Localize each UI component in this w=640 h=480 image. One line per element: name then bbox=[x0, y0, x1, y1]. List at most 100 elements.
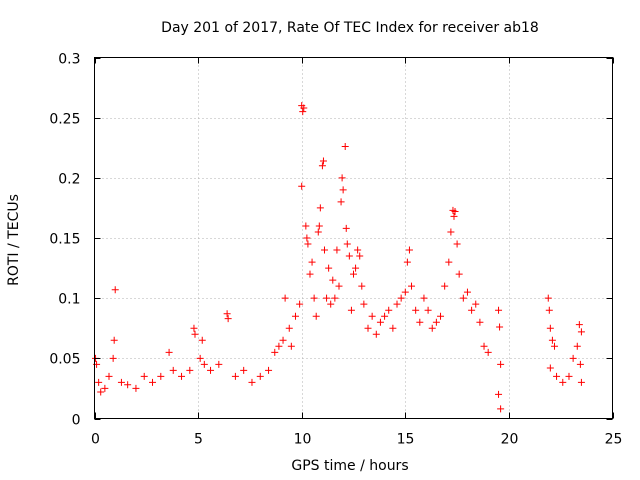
data-point bbox=[291, 312, 299, 320]
data-point bbox=[550, 342, 558, 350]
x-tick-label: 25 bbox=[605, 432, 623, 448]
data-point bbox=[223, 310, 231, 318]
data-points bbox=[92, 102, 585, 413]
data-point bbox=[303, 234, 311, 242]
data-point bbox=[265, 366, 273, 374]
data-point bbox=[437, 312, 445, 320]
data-point bbox=[576, 360, 584, 368]
data-point bbox=[323, 294, 331, 302]
data-point bbox=[577, 328, 585, 336]
data-point bbox=[338, 174, 346, 182]
data-point bbox=[376, 318, 384, 326]
x-tick-label: 15 bbox=[397, 432, 415, 448]
x-axis-label: GPS time / hours bbox=[291, 458, 408, 474]
data-point bbox=[354, 246, 362, 254]
data-point bbox=[468, 306, 476, 314]
y-tick-label: 0.2 bbox=[58, 172, 80, 188]
x-tick-label: 0 bbox=[91, 432, 100, 448]
data-point bbox=[310, 294, 318, 302]
chart-title: Day 201 of 2017, Rate Of TEC Index for r… bbox=[161, 20, 539, 36]
data-point bbox=[497, 360, 505, 368]
data-point bbox=[296, 300, 304, 308]
data-point bbox=[111, 286, 119, 294]
data-point bbox=[149, 378, 157, 386]
data-point bbox=[341, 143, 349, 151]
data-point bbox=[186, 366, 194, 374]
y-tick-label: 0 bbox=[72, 413, 81, 429]
data-point bbox=[546, 324, 554, 332]
data-point bbox=[405, 246, 413, 254]
data-point bbox=[445, 258, 453, 266]
data-point bbox=[360, 300, 368, 308]
data-point bbox=[132, 384, 140, 392]
data-point bbox=[312, 312, 320, 320]
data-point bbox=[368, 312, 376, 320]
data-point bbox=[300, 104, 308, 112]
data-point bbox=[463, 288, 471, 296]
data-point bbox=[231, 372, 239, 380]
data-point bbox=[342, 224, 350, 232]
data-point bbox=[304, 240, 312, 248]
data-point bbox=[496, 323, 504, 331]
x-tick-labels: 0 5 10 15 20 25 bbox=[91, 432, 622, 448]
data-point bbox=[432, 318, 440, 326]
data-point bbox=[319, 157, 327, 165]
data-point bbox=[401, 288, 409, 296]
data-point bbox=[299, 108, 307, 116]
data-point bbox=[347, 306, 355, 314]
data-point bbox=[393, 300, 401, 308]
data-point bbox=[105, 372, 113, 380]
y-tick-labels: 0 0.05 0.1 0.15 0.2 0.25 0.3 bbox=[49, 52, 80, 429]
data-point bbox=[339, 186, 347, 194]
data-point bbox=[327, 300, 335, 308]
data-point bbox=[279, 336, 287, 344]
data-point bbox=[416, 318, 424, 326]
data-point bbox=[450, 212, 458, 220]
data-point bbox=[200, 360, 208, 368]
data-point bbox=[356, 252, 364, 260]
data-point bbox=[345, 252, 353, 260]
data-point bbox=[110, 336, 118, 344]
data-point bbox=[331, 294, 339, 302]
data-point bbox=[575, 321, 583, 329]
data-point bbox=[281, 294, 289, 302]
data-point bbox=[320, 246, 328, 254]
data-point bbox=[140, 372, 148, 380]
x-tick-label: 5 bbox=[194, 432, 203, 448]
data-point bbox=[306, 270, 314, 278]
data-point bbox=[364, 324, 372, 332]
data-point bbox=[497, 405, 505, 413]
y-tick-label: 0.15 bbox=[49, 232, 80, 248]
data-point bbox=[495, 390, 503, 398]
data-point bbox=[548, 336, 556, 344]
data-point bbox=[178, 372, 186, 380]
data-point bbox=[275, 342, 283, 350]
data-point bbox=[453, 240, 461, 248]
data-point bbox=[559, 378, 567, 386]
data-point bbox=[298, 182, 306, 190]
data-point bbox=[389, 324, 397, 332]
data-point bbox=[316, 204, 324, 212]
data-point bbox=[403, 258, 411, 266]
data-point bbox=[308, 258, 316, 266]
data-point bbox=[335, 282, 343, 290]
data-point bbox=[546, 364, 554, 372]
data-point bbox=[412, 306, 420, 314]
data-point bbox=[224, 315, 232, 323]
data-point bbox=[408, 282, 416, 290]
data-point bbox=[215, 360, 223, 368]
data-point bbox=[248, 378, 256, 386]
data-point bbox=[480, 342, 488, 350]
data-point bbox=[472, 300, 480, 308]
data-point bbox=[314, 228, 322, 236]
data-point bbox=[256, 372, 264, 380]
data-point bbox=[455, 270, 463, 278]
data-point bbox=[157, 372, 165, 380]
data-point bbox=[476, 318, 484, 326]
y-tick-label: 0.1 bbox=[58, 292, 80, 308]
data-point bbox=[109, 354, 117, 362]
y-axis-label: ROTI / TECUs bbox=[6, 194, 22, 286]
data-point bbox=[569, 354, 577, 362]
